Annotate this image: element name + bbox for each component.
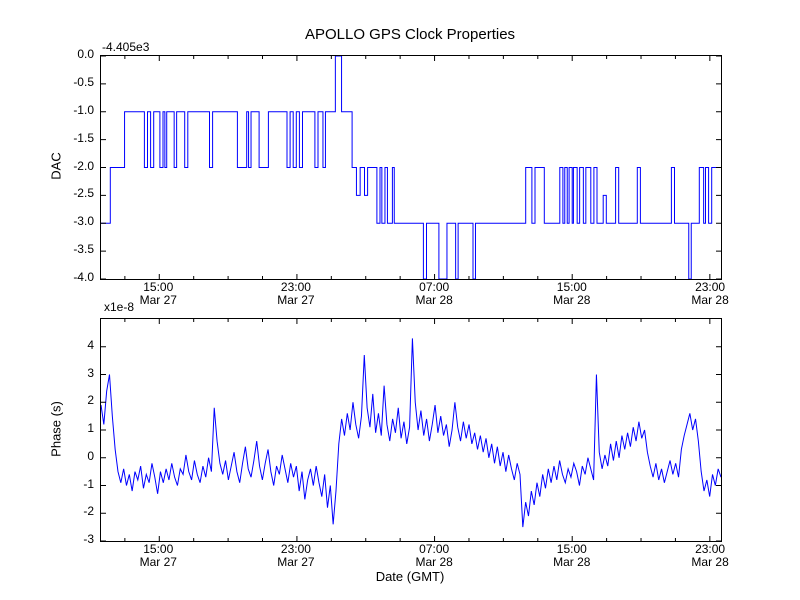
x-tick-date-label: Mar 28 xyxy=(691,555,729,569)
y-tick-label: 0.0 xyxy=(77,47,94,61)
phase-vs-time-canvas xyxy=(101,319,721,541)
y-tick-label: 4 xyxy=(87,337,94,352)
y-tick-label: 0 xyxy=(87,448,94,463)
y-tick-label: -3.5 xyxy=(73,242,94,257)
x-tick-time-label: 15:00 xyxy=(143,542,174,556)
y-tick-label: 1 xyxy=(87,421,94,435)
dac-vs-time-canvas xyxy=(101,56,721,279)
x-tick-date-label: Mar 27 xyxy=(139,555,177,569)
x-tick-date-label: Mar 28 xyxy=(415,555,453,569)
y-tick-label: -4.0 xyxy=(73,270,94,284)
dac-offset-text: -4.405e3 xyxy=(102,40,150,54)
y-tick-label: -2.0 xyxy=(73,158,94,173)
x-axis-label: Date (GMT) xyxy=(375,569,445,584)
y-tick-label: -3 xyxy=(83,532,94,546)
x-tick-time-label: 23:00 xyxy=(695,542,726,556)
y-tick-label: -2 xyxy=(83,504,94,519)
y-tick-label: -3.0 xyxy=(73,214,94,229)
x-tick-time-label: 15:00 xyxy=(556,542,587,556)
x-tick-date-label: Mar 28 xyxy=(415,293,453,307)
dac-plot-axes xyxy=(100,55,722,280)
y-tick-label: -2.5 xyxy=(73,186,94,201)
x-tick-date-label: Mar 28 xyxy=(691,293,729,307)
y-tick-label: -1.5 xyxy=(73,130,94,145)
x-tick-time-label: 07:00 xyxy=(419,542,450,556)
x-tick-date-label: Mar 28 xyxy=(553,555,591,569)
y-tick-label: -0.5 xyxy=(73,74,94,89)
x-tick-date-label: Mar 27 xyxy=(277,293,315,307)
x-tick-time-label: 15:00 xyxy=(556,280,587,294)
phase-plot-axes xyxy=(100,318,722,542)
y-tick-label: 2 xyxy=(87,393,94,408)
x-tick-time-label: 23:00 xyxy=(695,280,726,294)
x-tick-time-label: 23:00 xyxy=(280,280,311,294)
y-tick-label: -1 xyxy=(83,476,94,491)
phase-offset-text: x1e-8 xyxy=(104,300,135,314)
x-tick-date-label: Mar 27 xyxy=(139,293,177,307)
dac-vs-time-series-line xyxy=(101,56,721,279)
phase-vs-time-series-line xyxy=(101,338,721,528)
x-tick-date-label: Mar 27 xyxy=(277,555,315,569)
x-tick-date-label: Mar 28 xyxy=(553,293,591,307)
chart-title: APOLLO GPS Clock Properties xyxy=(304,26,516,43)
x-tick-time-label: 23:00 xyxy=(280,542,311,556)
x-tick-time-label: 07:00 xyxy=(419,280,450,294)
y-tick-label: -1.0 xyxy=(73,102,94,117)
x-tick-time-label: 15:00 xyxy=(143,280,174,294)
y-tick-label: 3 xyxy=(87,365,94,380)
